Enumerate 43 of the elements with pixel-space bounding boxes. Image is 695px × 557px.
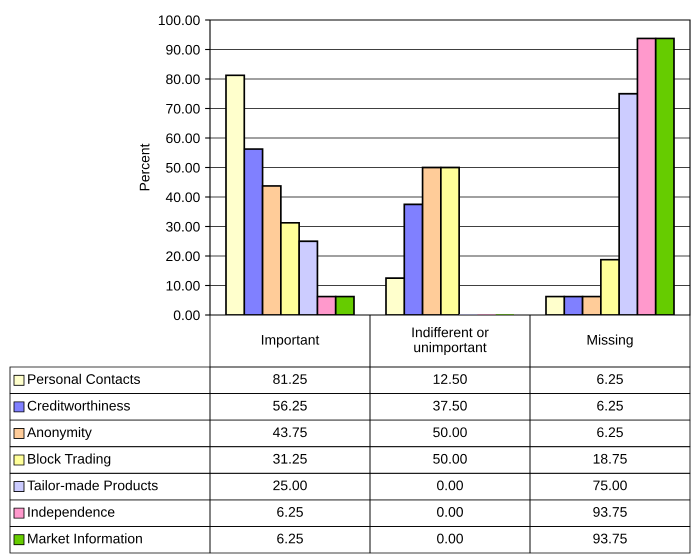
legend-label: Personal Contacts: [28, 374, 140, 384]
y-tick-label: 40.00: [166, 192, 200, 202]
legend-label: Independence: [28, 506, 114, 520]
y-tick-label: 80.00: [166, 74, 200, 84]
legend-label: Tailor-made Products: [27, 480, 158, 490]
y-tick-label: 10.00: [166, 280, 200, 291]
legend-label: Block Trading: [28, 454, 110, 466]
legend-label: Market Information: [28, 533, 142, 544]
x-tick-label: Missing: [588, 334, 633, 348]
y-tick-label: 50.00: [166, 162, 200, 173]
y-axis-title: Percent: [140, 144, 150, 190]
y-tick-label: 30.00: [166, 222, 200, 232]
data-label: 93.75: [593, 507, 627, 517]
data-label: 6.25: [597, 374, 623, 384]
legend-label: Creditworthiness: [28, 400, 130, 411]
y-tick-label: 100.00: [158, 15, 200, 26]
y-tick-label: 60.00: [166, 133, 200, 144]
legend-label: Anonymity: [27, 426, 92, 440]
x-tick-label: Indifferent or unimportant: [412, 327, 489, 355]
data-label: 50.00: [433, 427, 467, 438]
data-label: 50.00: [433, 454, 467, 464]
data-label: 43.75: [272, 427, 307, 438]
data-label: 75.00: [593, 480, 627, 490]
y-tick-label: 0.00: [174, 310, 200, 320]
data-label: 0.00: [437, 480, 463, 490]
data-label: 25.00: [273, 480, 307, 490]
y-tick-label: 90.00: [166, 44, 200, 55]
y-tick-label: 20.00: [166, 251, 200, 262]
data-label: 0.00: [437, 534, 463, 544]
x-tick-label: Important: [262, 335, 320, 348]
data-label: 31.25: [273, 454, 307, 464]
data-label: 93.75: [593, 534, 627, 544]
data-label: 18.75: [594, 454, 627, 464]
data-label: 6.25: [277, 507, 303, 517]
data-label: 6.25: [597, 427, 623, 438]
data-label: 56.25: [273, 400, 307, 411]
data-label: 81.25: [273, 374, 307, 384]
data-label: 6.25: [277, 534, 303, 544]
data-label: 0.00: [437, 507, 463, 517]
data-label: 6.25: [597, 400, 623, 411]
y-tick-label: 70.00: [166, 104, 200, 114]
data-label: 37.50: [433, 400, 467, 411]
data-label: 12.50: [434, 374, 467, 384]
